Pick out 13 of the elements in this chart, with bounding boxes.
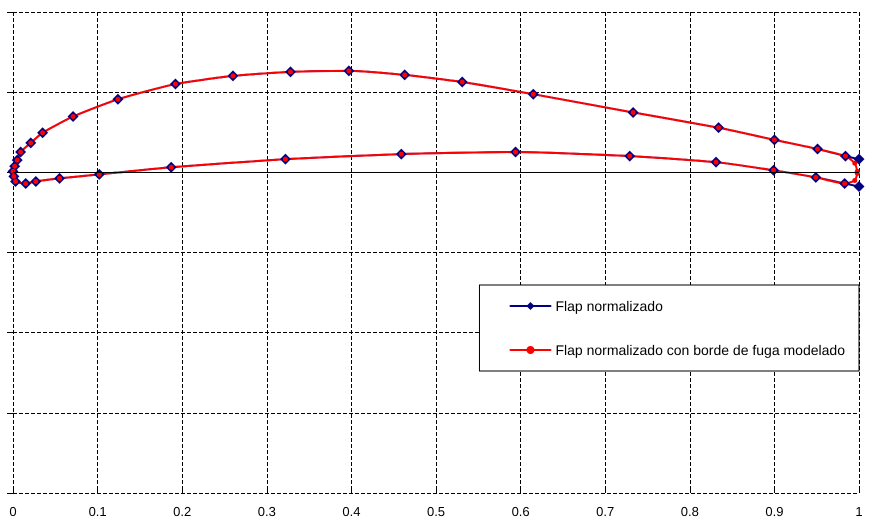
x-tick-label: 0 bbox=[9, 504, 17, 519]
x-tick-label: 1 bbox=[855, 504, 863, 519]
legend-label: Flap normalizado con borde de fuga modelado bbox=[555, 342, 846, 358]
x-tick-label: 0.2 bbox=[173, 504, 192, 519]
legend-label: Flap normalizado bbox=[555, 298, 664, 314]
x-tick-label: 0.3 bbox=[258, 504, 276, 519]
x-tick-label: 0.9 bbox=[765, 504, 784, 519]
x-tick-label: 0.5 bbox=[426, 504, 446, 519]
x-tick-label: 0.7 bbox=[596, 504, 614, 519]
x-tick-label: 0.6 bbox=[512, 504, 530, 519]
x-tick-label: 0.1 bbox=[88, 504, 107, 519]
x-tick-label: 0.8 bbox=[680, 504, 699, 519]
x-tick-label: 0.4 bbox=[342, 504, 360, 519]
